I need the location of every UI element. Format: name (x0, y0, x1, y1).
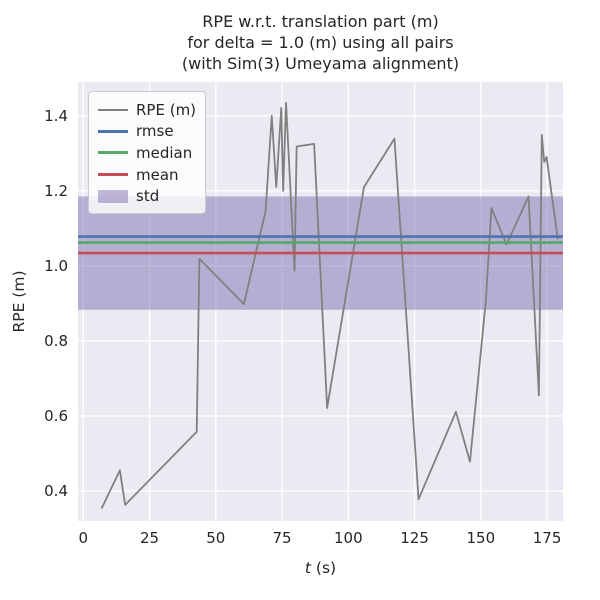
legend-label: mean (136, 165, 179, 184)
y-tick-label: 1.0 (44, 257, 68, 275)
legend-patch-swatch (98, 189, 128, 203)
legend-label: std (136, 187, 160, 206)
x-tick-label: 150 (467, 529, 496, 547)
legend-item-median: median (98, 142, 196, 164)
chart-title-line2: for delta = 1.0 (m) using all pairs (187, 33, 454, 52)
legend-line-swatch (98, 129, 128, 133)
legend-item-rmse: rmse (98, 121, 196, 143)
x-tick-label: 25 (140, 529, 159, 547)
legend-label: rmse (136, 122, 174, 141)
legend-item-std: std (98, 185, 196, 207)
legend-label: median (136, 143, 193, 162)
x-axis-label: t (s) (305, 559, 336, 577)
chart-title-line3: (with Sim(3) Umeyama alignment) (181, 54, 460, 73)
legend-line-swatch (98, 173, 128, 177)
x-tick-label: 100 (334, 529, 363, 547)
legend-line-swatch (98, 151, 128, 155)
x-tick-label: 175 (533, 529, 562, 547)
y-tick-label: 1.2 (44, 182, 68, 200)
x-tick-label: 0 (79, 529, 89, 547)
x-tick-label: 75 (273, 529, 292, 547)
x-tick-label: 125 (400, 529, 429, 547)
x-tick-label: 50 (206, 529, 225, 547)
chart-title-line1: RPE w.r.t. translation part (m) (202, 12, 439, 31)
y-tick-label: 0.4 (44, 482, 68, 500)
legend-label: RPE (m) (136, 100, 197, 119)
legend-line-swatch (98, 108, 128, 111)
legend-item-mean: mean (98, 164, 196, 186)
legend: RPE (m) rmse median mean std (88, 91, 206, 214)
y-tick-label: 0.6 (44, 407, 68, 425)
y-tick-label: 0.8 (44, 332, 68, 350)
rpe-line (100, 102, 559, 509)
chart-title: RPE w.r.t. translation part (m) for delt… (78, 11, 563, 74)
legend-item-rpem: RPE (m) (98, 99, 196, 121)
y-axis-label: RPE (m) (10, 270, 28, 332)
y-tick-label: 1.4 (44, 107, 68, 125)
